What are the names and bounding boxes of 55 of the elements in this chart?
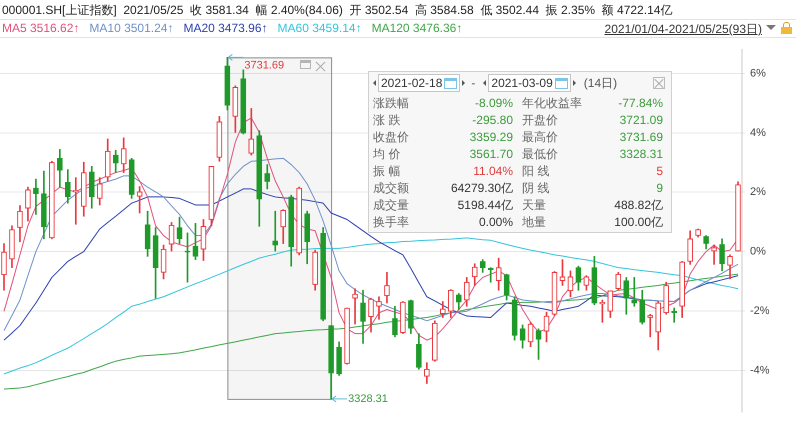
text: MA120 3476.36↑: [372, 21, 462, 35]
annotation: 3721.09: [620, 112, 663, 129]
candlestick: [376, 296, 382, 320]
annotation: 11.04%: [473, 163, 513, 180]
annotation: 最高价: [522, 129, 558, 146]
annotation: 3359.29: [470, 129, 513, 146]
annotation: 最低价: [522, 146, 558, 163]
annotation: 成交额: [373, 180, 409, 197]
annotation: 成交量: [373, 197, 409, 214]
annotation: 地量: [522, 214, 546, 231]
annotation: 3731.69: [244, 59, 284, 72]
text: MA20 3473.96↑: [183, 21, 268, 35]
y-tick-label: 0%: [750, 246, 766, 258]
annotation: 64279.30亿: [450, 180, 513, 197]
annotation: 100.00亿: [614, 214, 663, 231]
candlestick: [560, 259, 566, 286]
annotation: 阳 线: [522, 163, 550, 180]
annotation: 阴 线: [522, 180, 550, 197]
annotation: 涨跌幅: [373, 95, 409, 112]
annotation: -8.09%: [474, 95, 513, 112]
text: MA10 3501.24↑: [89, 21, 174, 35]
annotation: 5: [656, 163, 663, 180]
y-tick-label: -2%: [750, 305, 770, 318]
annotation: 3731.69: [620, 129, 663, 146]
annotation: 涨 跌: [373, 112, 400, 129]
chart-subtitle: 2021/01/04-2021/05/25(93日): [604, 21, 762, 38]
y-tick-label: 4%: [750, 126, 766, 139]
candlestick: [352, 288, 358, 324]
annotation: 振 幅: [373, 163, 400, 180]
chart-title: 000001.SH[上证指数] 2021/05/25 收 3581.34 幅 2.40%(84.06) 开 3502.54 高 3584.58 低 3502.44 振 2.35% 额 4722.14亿: [2, 2, 672, 19]
annotation: -77.84%: [618, 95, 663, 112]
annotation: 2021-03-09: [491, 76, 553, 90]
annotation: 均 价: [373, 146, 400, 163]
y-tick-label: -4%: [750, 364, 770, 376]
annotation: 年化收益率: [522, 95, 582, 112]
y-tick-label: 2%: [750, 186, 766, 198]
annotation: 开盘价: [522, 112, 558, 129]
annotation: 2021-02-18: [381, 76, 442, 90]
annotation: 0.00%: [478, 214, 513, 231]
annotation: 3561.70: [470, 146, 513, 163]
annotation: 收盘价: [373, 129, 409, 146]
text: MA5 3516.62↑: [2, 21, 80, 35]
text: MA60 3459.14↑: [278, 21, 362, 35]
annotation: 3328.31: [348, 392, 388, 405]
annotation: 9: [656, 180, 663, 197]
annotation: 5198.44亿: [458, 197, 513, 214]
candlestick: [711, 244, 717, 265]
annotation: 3328.31: [620, 146, 663, 163]
annotation: 换手率: [373, 214, 409, 231]
annotation: -295.80: [472, 112, 513, 129]
annotation: (14日): [584, 74, 618, 92]
annotation: -: [471, 76, 476, 90]
annotation: 天量: [522, 197, 546, 214]
annotation: 488.82亿: [614, 197, 663, 214]
y-tick-label: 6%: [750, 67, 766, 80]
